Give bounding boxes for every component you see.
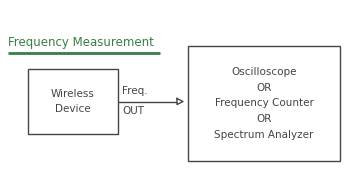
Text: OUT: OUT — [122, 106, 144, 116]
Text: Wireless
Device: Wireless Device — [51, 89, 95, 114]
Bar — [28, 69, 118, 134]
Bar — [188, 46, 340, 161]
Text: Oscilloscope
OR
Frequency Counter
OR
Spectrum Analyzer: Oscilloscope OR Frequency Counter OR Spe… — [214, 67, 314, 140]
Text: Frequency Measurement: Frequency Measurement — [8, 36, 154, 49]
Text: Freq.: Freq. — [122, 87, 148, 96]
